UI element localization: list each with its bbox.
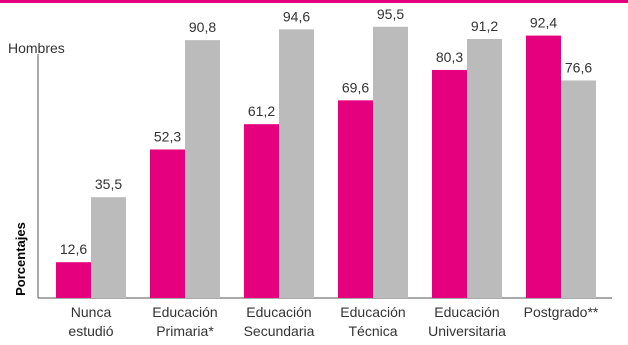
data-label-series-1-4: 69,6 — [342, 79, 369, 95]
bar-series-2-1 — [91, 197, 126, 298]
bar-series-2-6 — [561, 80, 596, 299]
category-label-4-line-2: Técnica — [348, 323, 397, 339]
series-label: Hombres — [8, 40, 65, 56]
category-label-3-line-2: Secundaria — [244, 323, 315, 339]
category-label-5-line-1: Educación — [434, 304, 499, 320]
data-label-series-2-2: 90,8 — [189, 19, 216, 35]
bar-series-2-5 — [467, 38, 502, 298]
bar-series-1-3 — [244, 124, 279, 298]
bar-series-1-6 — [526, 35, 561, 299]
bar-series-2-4 — [373, 26, 408, 299]
data-label-series-2-4: 95,5 — [377, 6, 404, 22]
top-rule — [0, 0, 628, 3]
category-label-1-line-1: Nunca — [71, 304, 112, 320]
data-label-series-2-3: 94,6 — [283, 8, 310, 24]
bar-series-2-3 — [279, 29, 314, 299]
bar-series-2-2 — [185, 40, 220, 299]
category-label-3-line-1: Educación — [246, 304, 311, 320]
data-label-series-2-5: 91,2 — [471, 18, 498, 34]
category-label-5-line-2: Universitaria — [428, 323, 506, 339]
bar-series-1-2 — [150, 149, 185, 298]
data-label-series-1-6: 92,4 — [530, 15, 557, 31]
data-label-series-2-1: 35,5 — [95, 176, 122, 192]
bar-series-1-5 — [432, 69, 467, 298]
category-label-6-line-1: Postgrado** — [524, 304, 599, 320]
category-label-2-line-2: Primaria* — [156, 323, 214, 339]
data-label-series-2-6: 76,6 — [565, 59, 592, 75]
category-label-1-line-2: estudió — [68, 323, 113, 339]
data-label-series-1-2: 52,3 — [154, 128, 181, 144]
data-label-series-1-1: 12,6 — [60, 241, 87, 257]
category-label-4-line-1: Educación — [340, 304, 405, 320]
bar-series-1-4 — [338, 100, 373, 298]
bar-series-1-1 — [56, 262, 91, 298]
data-label-series-1-5: 80,3 — [436, 49, 463, 65]
category-label-2-line-1: Educación — [152, 304, 217, 320]
data-label-series-1-3: 61,2 — [248, 103, 275, 119]
